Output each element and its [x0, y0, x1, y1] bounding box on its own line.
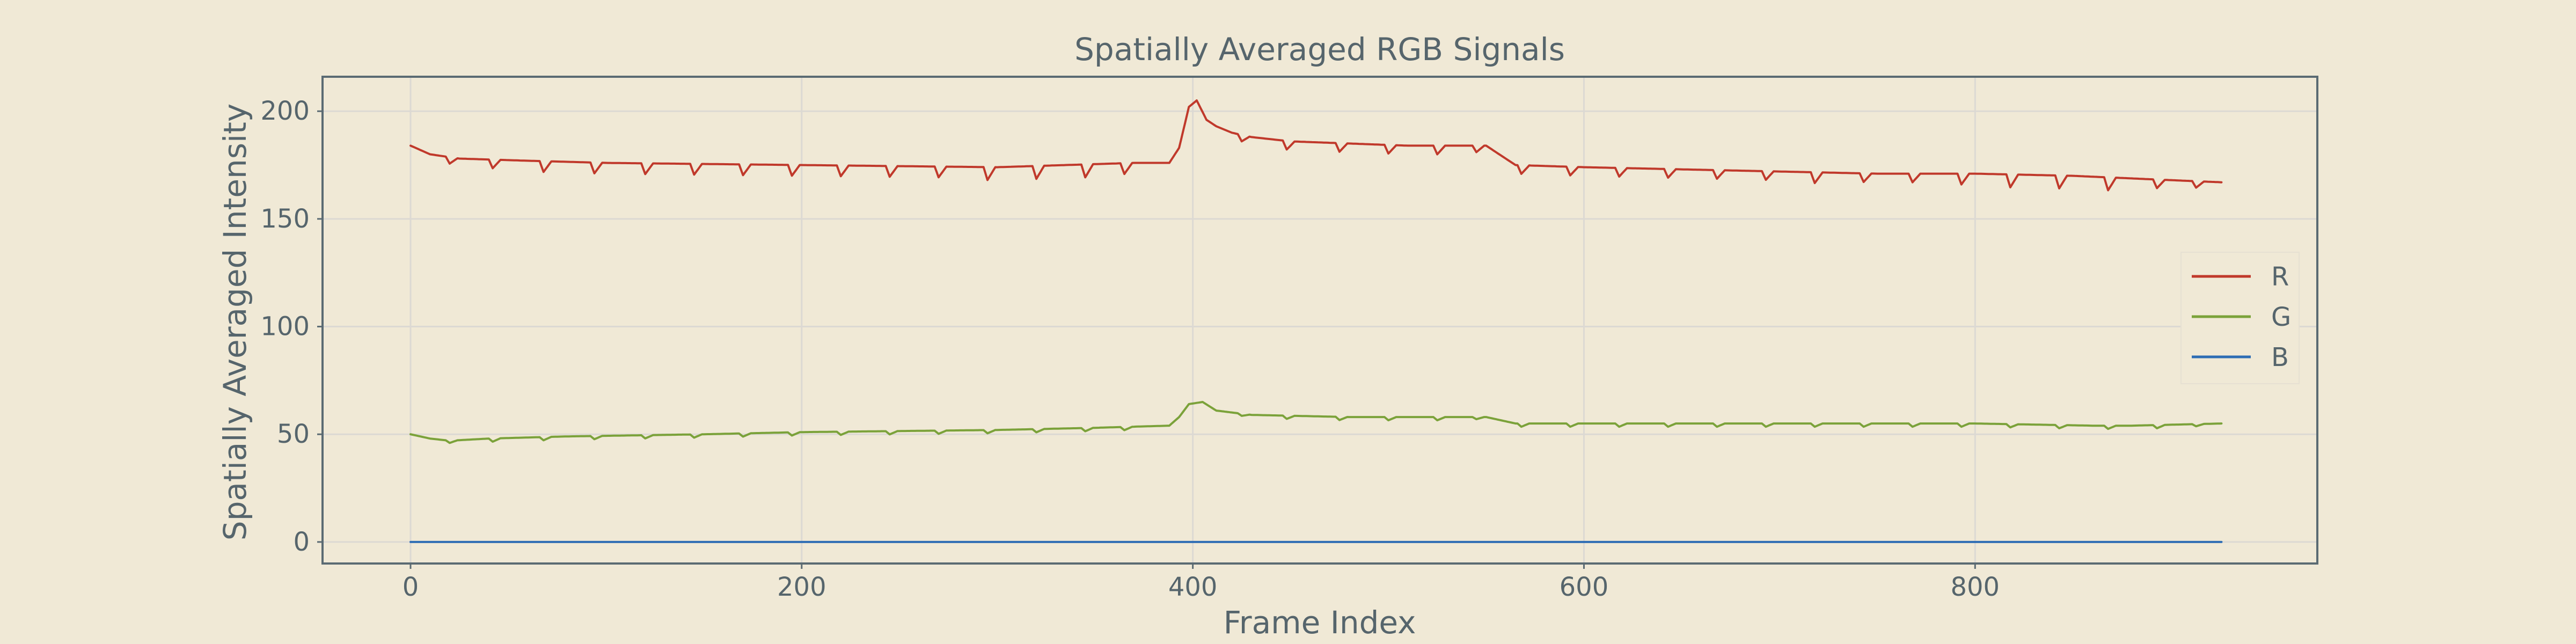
y-axis-title: Spatially Averaged Intensity: [217, 104, 253, 540]
x-tick-label: 400: [1168, 572, 1218, 602]
plot-area: [323, 77, 2317, 564]
legend-label-b: B: [2271, 342, 2289, 372]
legend-label-r: R: [2271, 262, 2289, 292]
series-line-g: [409, 401, 2223, 444]
x-tick-label: 0: [402, 572, 419, 602]
y-tick-label: 200: [260, 96, 310, 126]
x-tick-label: 200: [777, 572, 826, 602]
plot-frame: [321, 76, 2318, 565]
series-line-r: [409, 99, 2223, 192]
y-tick-label: 0: [293, 527, 310, 557]
legend-label-g: G: [2271, 302, 2291, 332]
x-tick-label: 600: [1560, 572, 1609, 602]
x-axis-title: Frame Index: [1224, 604, 1416, 641]
chart-title: Spatially Averaged RGB Signals: [1074, 31, 1565, 68]
y-tick-label: 50: [277, 419, 310, 449]
y-tick-label: 150: [260, 204, 310, 234]
x-tick-label: 800: [1950, 572, 2000, 602]
y-tick-label: 100: [260, 312, 310, 342]
